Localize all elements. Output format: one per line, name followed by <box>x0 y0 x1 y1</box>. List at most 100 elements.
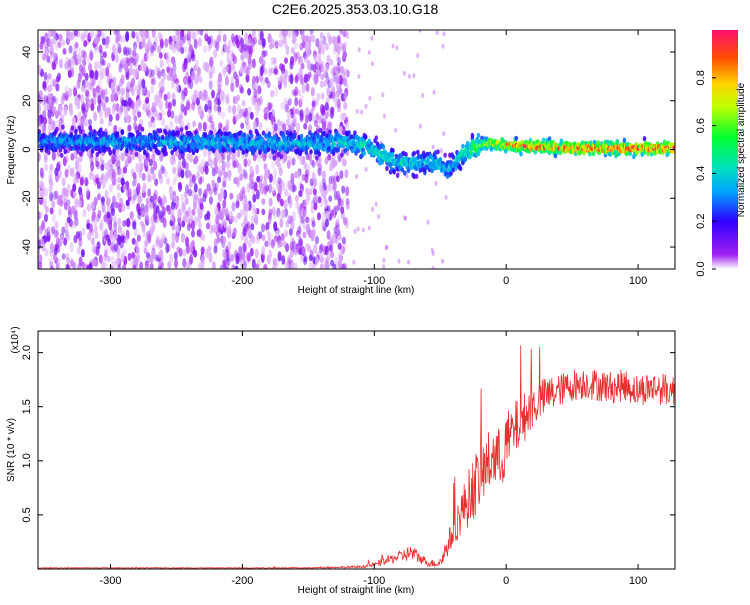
noise-speckle <box>115 102 120 112</box>
noise-speckle <box>38 238 42 245</box>
noise-speckle <box>323 261 328 269</box>
noise-speckle <box>231 62 235 71</box>
noise-speckle <box>196 229 201 237</box>
noise-speckle <box>330 209 335 217</box>
noise-speckle <box>141 78 146 89</box>
ridge-cell <box>55 126 59 132</box>
noise-speckle <box>60 234 64 244</box>
noise-speckle <box>317 167 322 177</box>
noise-speckle <box>262 152 267 162</box>
noise-speckle <box>51 200 56 209</box>
noise-speckle <box>241 251 246 262</box>
noise-speckle <box>177 215 182 225</box>
noise-speckle <box>124 236 129 244</box>
noise-speckle <box>214 205 219 216</box>
noise-speckle <box>222 160 227 170</box>
noise-speckle <box>123 46 127 56</box>
noise-speckle <box>89 31 94 39</box>
noise-speckle <box>120 152 125 162</box>
ridge-cell <box>317 144 322 151</box>
noise-speckle <box>76 246 81 255</box>
noise-speckle <box>391 43 395 49</box>
noise-speckle <box>251 30 256 39</box>
noise-speckle <box>56 257 61 267</box>
noise-speckle <box>119 197 124 208</box>
noise-speckle <box>357 74 361 79</box>
noise-speckle <box>136 234 141 242</box>
ridge-cell <box>622 137 627 143</box>
noise-speckle <box>38 117 41 128</box>
noise-speckle <box>116 160 121 171</box>
noise-speckle <box>164 38 169 48</box>
noise-speckle <box>431 251 435 256</box>
noise-speckle <box>236 193 241 201</box>
noise-speckle <box>299 109 304 118</box>
noise-speckle <box>176 246 181 254</box>
chart-title: C2E6.2025.353.03.10.G18 <box>272 1 439 17</box>
ridge-cell <box>216 132 221 138</box>
ridge-cell <box>88 124 92 130</box>
noise-speckle <box>285 103 290 113</box>
snr-y-ticks: 0.51.01.52.0 <box>21 345 675 523</box>
noise-speckle <box>145 212 149 223</box>
noise-speckle <box>213 39 218 49</box>
noise-speckle <box>328 244 333 252</box>
noise-speckle <box>198 163 203 173</box>
noise-speckle <box>56 162 61 172</box>
noise-speckle <box>157 70 162 79</box>
noise-speckle <box>205 222 210 230</box>
noise-speckle <box>337 194 342 205</box>
noise-speckle <box>195 97 200 106</box>
noise-speckle <box>149 200 154 210</box>
noise-speckle <box>276 119 281 127</box>
ridge-cell <box>134 151 139 157</box>
noise-speckle <box>221 167 226 176</box>
noise-speckle <box>157 45 161 54</box>
noise-speckle <box>208 124 213 132</box>
noise-speckle <box>96 30 101 35</box>
noise-speckle <box>315 38 320 48</box>
snr-series <box>38 345 675 569</box>
noise-speckle <box>169 253 173 264</box>
noise-speckle <box>305 216 310 224</box>
noise-speckle <box>145 218 150 226</box>
noise-speckle <box>152 41 157 52</box>
noise-speckle <box>44 163 48 172</box>
noise-speckle <box>83 117 88 127</box>
noise-speckle <box>294 194 299 202</box>
noise-speckle <box>319 40 323 48</box>
noise-speckle <box>72 183 77 192</box>
noise-speckle <box>130 100 135 110</box>
noise-speckle <box>284 229 289 238</box>
noise-speckle <box>261 223 265 233</box>
noise-speckle <box>68 45 73 54</box>
noise-speckle <box>159 38 164 49</box>
noise-speckle <box>116 164 121 175</box>
noise-speckle <box>253 181 258 192</box>
noise-speckle <box>299 55 304 65</box>
ridge-cell <box>642 136 647 142</box>
noise-speckle <box>240 122 245 130</box>
noise-speckle <box>86 264 90 269</box>
noise-speckle <box>38 64 41 75</box>
noise-speckle <box>263 263 268 269</box>
noise-speckle <box>251 258 256 269</box>
noise-speckle <box>243 158 248 168</box>
noise-speckle <box>134 84 139 92</box>
noise-speckle <box>384 245 388 251</box>
noise-speckle <box>54 110 59 117</box>
noise-speckle <box>139 261 144 269</box>
noise-speckle <box>175 82 180 93</box>
noise-speckle <box>136 36 141 44</box>
noise-speckle <box>211 89 215 99</box>
noise-speckle <box>174 115 179 124</box>
ridge-cell <box>470 132 475 138</box>
noise-speckle <box>222 248 227 259</box>
noise-speckle <box>395 45 399 51</box>
noise-speckle <box>215 230 220 238</box>
ridge-cell <box>403 170 407 176</box>
noise-speckle <box>134 101 139 109</box>
noise-speckle <box>218 210 222 220</box>
ridge-cell <box>332 141 337 147</box>
ridge-cell <box>54 147 58 153</box>
